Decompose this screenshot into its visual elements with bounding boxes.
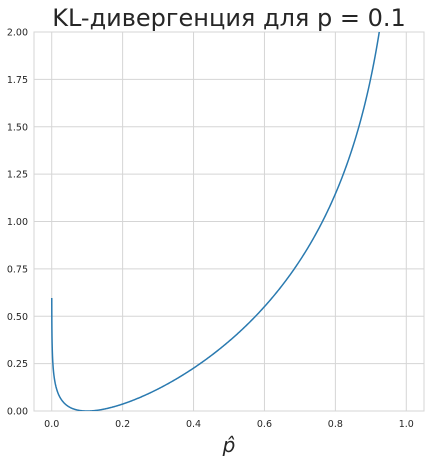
x-tick-label: 0.4: [186, 419, 201, 430]
y-tick-label: 0.50: [7, 312, 28, 323]
y-tick-label: 1.00: [7, 217, 28, 228]
y-tick-label: 1.25: [7, 170, 28, 181]
y-ticks: 0.00 0.25 0.50 0.75 1.00 1.25 1.50 1.75 2.00: [7, 28, 28, 418]
x-tick-label: 0.6: [257, 419, 272, 430]
chart-title: KL-дивергенция для p = 0.1: [52, 4, 406, 32]
series-line: [51, 32, 381, 411]
y-tick-label: 2.00: [7, 28, 28, 39]
x-tick-label: 0.2: [115, 419, 130, 430]
y-tick-label: 0.25: [7, 359, 28, 370]
x-tick-label: 0.8: [328, 419, 343, 430]
x-tick-label: 1.0: [399, 419, 414, 430]
y-tick-label: 0.75: [7, 264, 28, 275]
plot-frame: [33, 31, 425, 412]
series-layer: [51, 32, 381, 411]
x-ticks: 0.0 0.2 0.4 0.6 0.8 1.0: [44, 419, 414, 430]
y-tick-label: 1.75: [7, 75, 28, 86]
y-tick-label: 1.50: [7, 122, 28, 133]
y-tick-label: 0.00: [7, 407, 28, 418]
x-tick-label: 0.0: [44, 419, 59, 430]
x-axis-label: p̂: [222, 433, 236, 457]
